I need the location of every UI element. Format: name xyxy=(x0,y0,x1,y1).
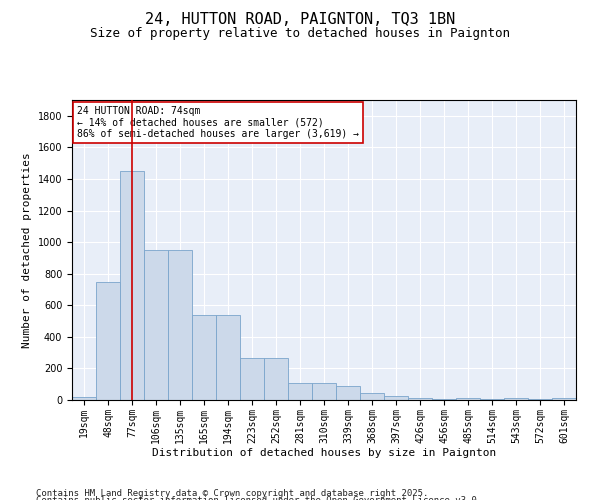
Bar xyxy=(288,382,312,400)
Text: Contains HM Land Registry data © Crown copyright and database right 2025.: Contains HM Land Registry data © Crown c… xyxy=(36,488,428,498)
Bar xyxy=(456,398,480,400)
Bar xyxy=(384,396,408,400)
Text: 24, HUTTON ROAD, PAIGNTON, TQ3 1BN: 24, HUTTON ROAD, PAIGNTON, TQ3 1BN xyxy=(145,12,455,28)
Bar xyxy=(552,398,576,400)
Bar xyxy=(240,358,264,400)
Bar xyxy=(408,398,432,400)
X-axis label: Distribution of detached houses by size in Paignton: Distribution of detached houses by size … xyxy=(152,448,496,458)
Bar xyxy=(312,382,336,400)
Bar xyxy=(264,358,288,400)
Bar xyxy=(360,393,384,400)
Bar xyxy=(72,397,96,400)
Bar xyxy=(480,399,504,400)
Bar xyxy=(336,386,360,400)
Text: Contains public sector information licensed under the Open Government Licence v3: Contains public sector information licen… xyxy=(36,496,482,500)
Bar xyxy=(120,171,144,400)
Bar xyxy=(192,314,216,400)
Bar xyxy=(144,250,168,400)
Y-axis label: Number of detached properties: Number of detached properties xyxy=(22,152,32,348)
Bar xyxy=(168,250,192,400)
Text: Size of property relative to detached houses in Paignton: Size of property relative to detached ho… xyxy=(90,28,510,40)
Bar xyxy=(528,399,552,400)
Text: 24 HUTTON ROAD: 74sqm
← 14% of detached houses are smaller (572)
86% of semi-det: 24 HUTTON ROAD: 74sqm ← 14% of detached … xyxy=(77,106,359,139)
Bar xyxy=(216,314,240,400)
Bar xyxy=(432,399,456,400)
Bar xyxy=(96,282,120,400)
Bar xyxy=(504,398,528,400)
